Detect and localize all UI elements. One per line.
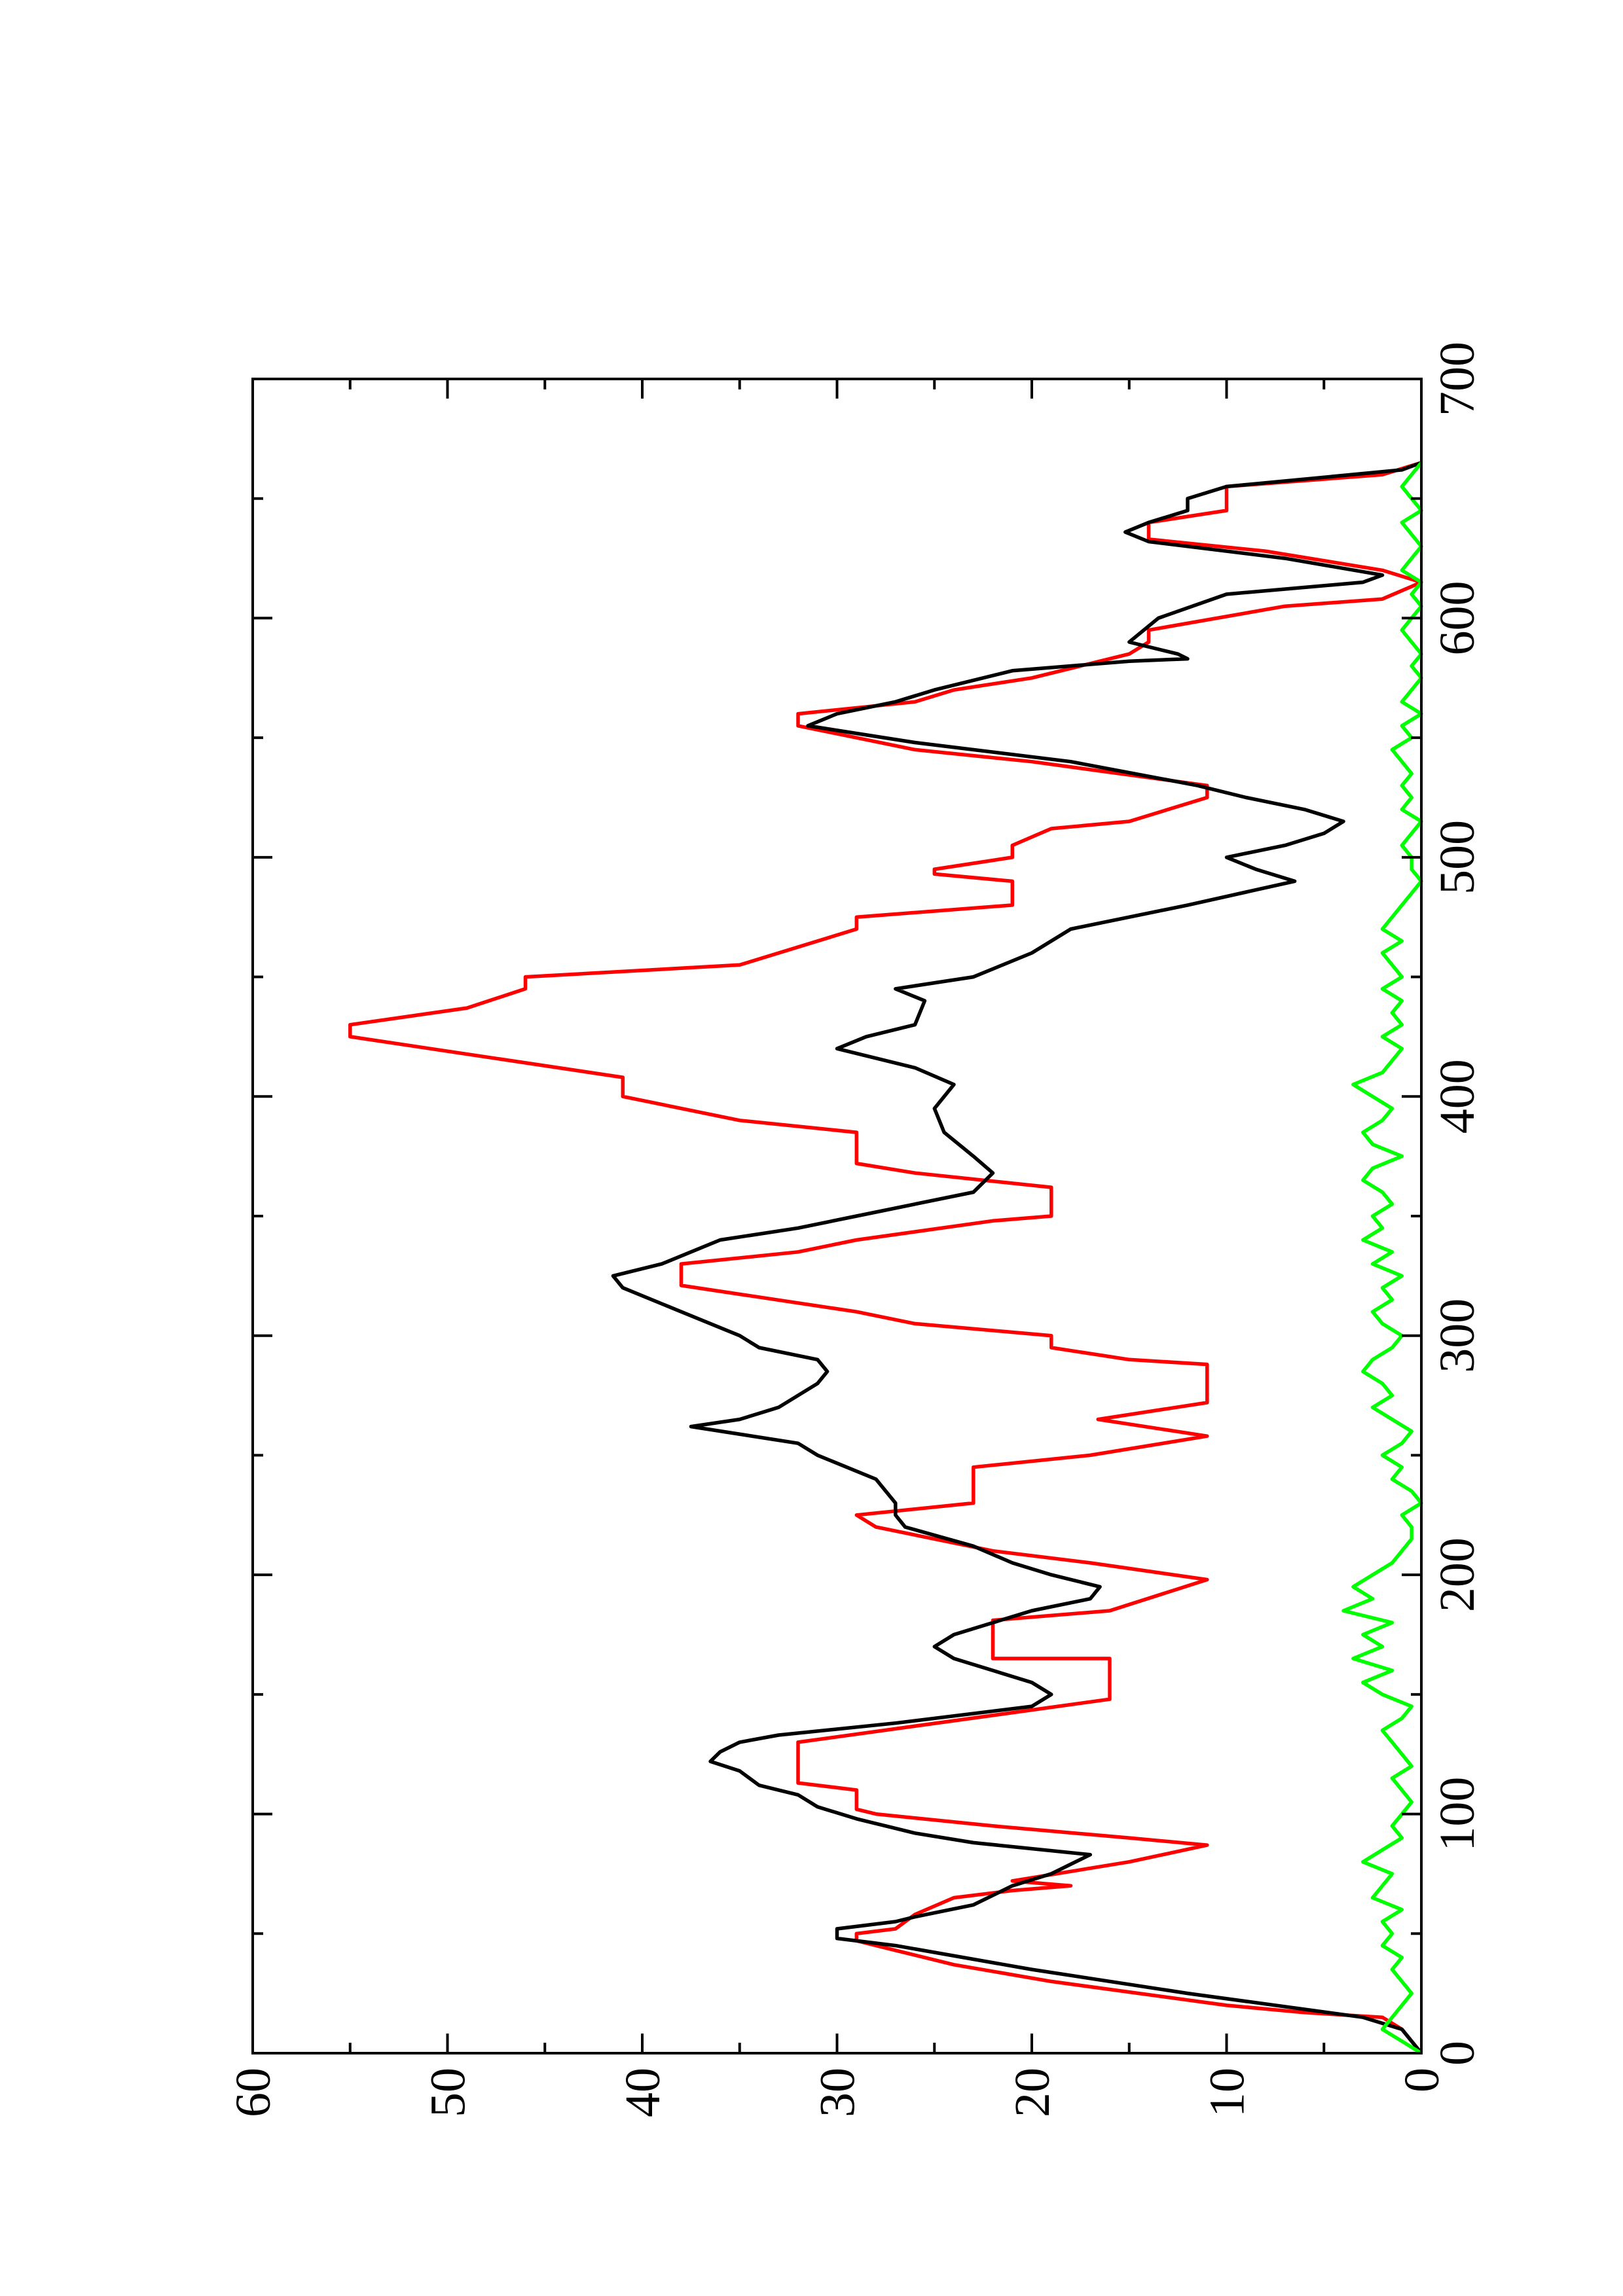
- data-line: [611, 461, 1423, 2054]
- y-tick-label: 50: [421, 2068, 476, 2117]
- y-tick-label: 0: [1395, 2068, 1450, 2092]
- x-tick-label: 700: [1430, 342, 1485, 416]
- x-tick-label: 600: [1430, 581, 1485, 655]
- x-tick-label: 0: [1430, 2041, 1485, 2066]
- y-tick-label: 10: [1200, 2068, 1255, 2117]
- y-tick-label: 60: [226, 2068, 281, 2117]
- y-tick-label: 40: [615, 2068, 670, 2117]
- y-tick-label: 20: [1005, 2068, 1060, 2117]
- x-tick-label: 100: [1430, 1777, 1485, 1852]
- x-tick-label: 400: [1430, 1059, 1485, 1134]
- x-tick-label: 200: [1430, 1537, 1485, 1612]
- x-tick-label: 500: [1430, 820, 1485, 895]
- plot-area: 0 100 200 300 400 500 600 700 0 10 20 30 40 50 60: [226, 342, 1485, 2117]
- data-line: [1341, 461, 1423, 2055]
- x-tick-label: 300: [1430, 1299, 1485, 1373]
- y-tick-label: 30: [811, 2068, 866, 2117]
